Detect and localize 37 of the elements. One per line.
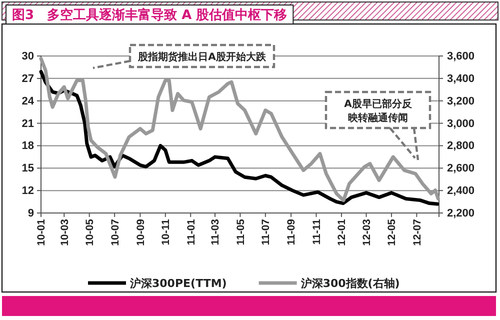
- y2-tick-label: 2,600: [447, 162, 475, 175]
- chart-title: 图3 多空工具逐渐丰富导致 A 股估值中枢下移: [12, 7, 288, 23]
- x-tick-label: 11-03: [210, 218, 222, 246]
- y-tick-label: 9: [28, 208, 34, 220]
- y-tick-label: 24: [22, 95, 35, 108]
- y2-tick-label: 2,400: [447, 185, 475, 198]
- x-tick-label: 10-05: [84, 218, 96, 246]
- y-tick-label: 12: [22, 185, 34, 198]
- x-tick-label: 12-05: [386, 218, 398, 246]
- legend-label: 沪深300PE(TTM): [129, 277, 227, 290]
- x-tick-label: 10-11: [160, 218, 172, 246]
- y2-tick-label: 3,400: [447, 72, 475, 85]
- x-tick-label: 11-01: [185, 218, 198, 246]
- x-tick-label: 12-03: [360, 218, 373, 246]
- x-tick-label: 12-07: [411, 218, 424, 246]
- x-tick-label: 10-03: [58, 218, 71, 246]
- y2-tick-label: 3,600: [447, 50, 475, 63]
- y-tick-label: 15: [22, 162, 34, 175]
- legend-label: 沪深300指数(右轴): [300, 277, 400, 290]
- x-tick-label: 11-09: [286, 218, 298, 246]
- annotation: A股早已部分反映转融通传闻: [344, 98, 413, 124]
- x-tick-label: 12-01: [336, 218, 348, 246]
- y2-tick-label: 3,000: [447, 118, 475, 130]
- x-tick-label: 10-07: [109, 218, 122, 246]
- x-tick-label: 10-09: [134, 218, 147, 246]
- x-tick-label: 11-07: [260, 218, 272, 246]
- y-tick-label: 21: [22, 118, 34, 130]
- x-tick-label: 10-01: [36, 218, 48, 246]
- x-tick-label: 11-11: [310, 218, 323, 245]
- y2-tick-label: 2,800: [447, 140, 475, 152]
- y-tick-label: 27: [22, 72, 34, 85]
- y-tick-label: 18: [22, 140, 34, 152]
- y2-tick-label: 2,200: [447, 208, 475, 220]
- y2-tick-label: 3,200: [447, 95, 475, 108]
- x-tick-label: 11-05: [234, 218, 247, 246]
- annotation: 股指期货推出日A股开始大跌: [137, 51, 267, 63]
- y-tick-label: 30: [22, 50, 34, 63]
